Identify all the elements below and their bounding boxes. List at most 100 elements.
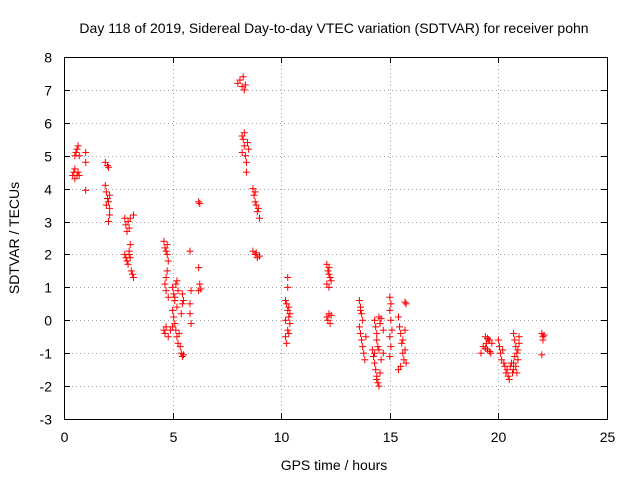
data-point — [162, 273, 170, 281]
data-point — [377, 356, 385, 364]
data-point — [179, 297, 187, 305]
data-point — [285, 313, 293, 321]
y-tick-label: 8 — [44, 50, 52, 66]
data-point — [187, 320, 195, 328]
data-point — [101, 181, 109, 189]
data-point — [195, 198, 203, 206]
data-point — [124, 260, 132, 268]
data-point — [538, 351, 546, 359]
data-point — [130, 273, 138, 281]
data-point — [126, 241, 134, 249]
data-point — [162, 247, 170, 255]
data-point — [172, 280, 180, 288]
data-point — [327, 311, 335, 319]
data-point — [241, 152, 249, 160]
data-point — [178, 352, 186, 360]
data-point — [176, 343, 184, 351]
data-point — [500, 359, 508, 367]
data-point — [401, 298, 409, 306]
data-point — [254, 204, 262, 212]
data-point — [505, 376, 513, 384]
data-point — [240, 142, 248, 150]
data-point — [75, 171, 83, 179]
data-point — [171, 293, 179, 301]
data-point — [360, 349, 368, 357]
grid-lines — [64, 57, 607, 419]
data-point — [163, 267, 171, 275]
x-tick-label: 5 — [170, 429, 178, 445]
data-point — [239, 135, 247, 143]
data-point — [387, 300, 395, 308]
data-point — [325, 270, 333, 278]
data-point — [376, 369, 384, 377]
data-point — [514, 356, 522, 364]
data-point — [379, 326, 387, 334]
y-tick-label: 6 — [44, 116, 52, 132]
data-point — [499, 346, 507, 354]
x-tick-label: 20 — [491, 429, 507, 445]
data-point — [375, 346, 383, 354]
data-point — [126, 214, 134, 222]
data-point — [356, 306, 364, 314]
data-point — [242, 168, 250, 176]
data-point — [539, 336, 547, 344]
data-point — [402, 359, 410, 367]
y-tick-label: 5 — [44, 149, 52, 165]
data-point — [511, 352, 519, 360]
y-tick-label: 1 — [44, 280, 52, 296]
data-point — [326, 320, 334, 328]
data-point — [241, 81, 249, 89]
data-point — [325, 264, 333, 272]
data-point — [326, 273, 334, 281]
data-point — [106, 211, 114, 219]
data-point — [371, 316, 379, 324]
data-point — [242, 158, 250, 166]
data-point — [394, 366, 402, 374]
data-point — [82, 148, 90, 156]
data-point — [373, 376, 381, 384]
data-point — [386, 333, 394, 341]
data-point — [323, 280, 331, 288]
data-point — [388, 326, 396, 334]
data-point — [284, 283, 292, 291]
data-point — [510, 329, 518, 337]
chart-title: Day 118 of 2019, Sidereal Day-to-day VTE… — [79, 20, 588, 36]
data-point — [253, 208, 261, 216]
data-point — [162, 323, 170, 331]
data-point — [376, 320, 384, 328]
data-point — [486, 336, 494, 344]
data-point — [178, 300, 186, 308]
data-point — [282, 333, 290, 341]
data-point — [71, 165, 79, 173]
data-point — [284, 326, 292, 334]
data-point — [486, 348, 494, 356]
data-point — [195, 264, 203, 272]
data-point — [169, 306, 177, 314]
data-point — [495, 343, 503, 351]
data-point — [178, 290, 186, 298]
data-point — [164, 333, 172, 341]
plot-frame — [64, 57, 608, 420]
data-point — [386, 293, 394, 301]
data-point — [401, 326, 409, 334]
data-point — [197, 285, 205, 293]
data-point — [513, 369, 521, 377]
data-point — [324, 267, 332, 275]
data-point — [371, 349, 379, 357]
y-tick-label: 7 — [44, 83, 52, 99]
data-point — [170, 290, 178, 298]
y-tick-label: 4 — [44, 182, 52, 198]
data-point — [487, 349, 495, 357]
data-point — [196, 280, 204, 288]
data-point — [245, 145, 253, 153]
data-point — [102, 188, 110, 196]
data-point — [286, 310, 294, 318]
x-tick-label: 0 — [61, 429, 69, 445]
data-point — [355, 297, 363, 305]
data-point — [252, 249, 260, 257]
tick-labels: 0 5 10 15 20 25 -3 -2 -1 0 1 2 3 4 5 6 7 8 — [40, 50, 616, 446]
data-point — [251, 188, 259, 196]
data-point — [387, 316, 395, 324]
data-point — [285, 329, 293, 337]
